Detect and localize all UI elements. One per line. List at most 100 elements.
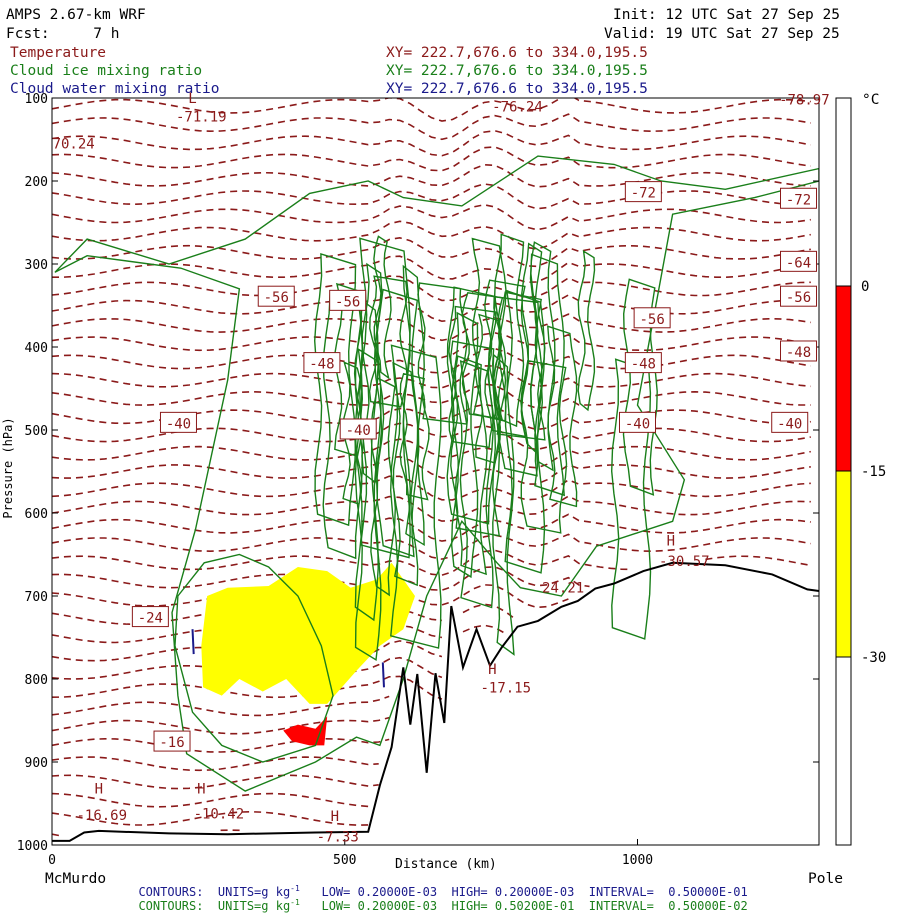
extremum-value-label: -10.42 — [194, 806, 245, 822]
temp-label: -40 — [346, 423, 371, 439]
y-tick-label: 500 — [25, 424, 48, 439]
x-axis-right-label: Pole — [808, 871, 843, 887]
temp-label: -72 — [631, 186, 656, 202]
extremum-value-label: -78.97 — [779, 93, 830, 109]
extremum-value-label: -30.57 — [659, 554, 710, 570]
extremum-value-label: -16.69 — [76, 808, 127, 824]
contours-water-rest: LOW= 0.20000E-03 HIGH= 0.20000E-03 INTER… — [299, 885, 748, 899]
temp-label-box — [780, 285, 818, 307]
contours-ice-units: CONTOURS: UNITS=g kg — [138, 899, 291, 913]
isotherm-line — [52, 146, 811, 172]
valid-time: Valid: 19 UTC Sat 27 Sep 25 — [604, 26, 840, 42]
ice-contour — [459, 360, 494, 609]
y-tick-label: 100 — [25, 92, 48, 107]
ice-contour — [454, 355, 488, 576]
isotherm-line — [52, 475, 811, 501]
ice-contour — [370, 377, 397, 597]
colorbar: 0 -15 -30 — [835, 97, 886, 846]
ice-contour — [373, 235, 392, 380]
ice-contour — [520, 242, 543, 454]
x-axis-title: Distance (km) — [395, 857, 497, 872]
temp-label-box — [257, 285, 295, 307]
isotherm-line — [52, 675, 443, 700]
contour-labels: -56 -56 -48 -40 -40 -24 -16 -72 -72 -64 -56 -56 -48 -… — [53, 91, 830, 846]
legend-temperature: Temperature — [10, 45, 107, 61]
x-tick-label: 0 — [48, 853, 56, 868]
ice-contour — [577, 249, 596, 412]
isotherm-line — [52, 810, 369, 826]
temp-label-box — [618, 411, 656, 433]
isotherm-line — [52, 455, 811, 485]
extremum-marker: H — [95, 782, 103, 798]
isotherm-line — [52, 203, 811, 231]
ice-contour — [547, 325, 578, 508]
init-time: Init: 12 UTC Sat 27 Sep 25 — [613, 7, 840, 23]
temp-label-box — [303, 352, 341, 374]
isotherm-line — [52, 549, 811, 577]
temp-label: -56 — [639, 312, 664, 328]
extremum-value-label: -17.15 — [480, 680, 531, 696]
ice-contour — [402, 264, 425, 547]
ice-contour — [449, 340, 501, 537]
isotherm-line — [52, 163, 811, 188]
isotherm-line — [52, 294, 811, 323]
temp-label-box — [780, 340, 818, 362]
y-tick-label: 1000 — [17, 839, 48, 854]
contours-water-units: CONTOURS: UNITS=g kg — [138, 885, 291, 899]
isotherm-line — [52, 383, 811, 409]
ice-contour — [313, 252, 357, 527]
ice-contour — [342, 361, 363, 506]
temp-label-box — [329, 289, 367, 311]
cloud-water-contours — [191, 629, 385, 688]
temp-label: -56 — [335, 294, 360, 310]
colorbar-unit: °C — [862, 92, 880, 108]
temp-label: -72 — [786, 192, 811, 208]
contours-water-exp: -1 — [290, 884, 300, 893]
y-tick-label: 400 — [25, 341, 48, 356]
extremum-marker: H — [331, 809, 339, 825]
y-axis-title: Pressure (hPa) — [1, 417, 15, 519]
isotherm-line — [52, 513, 811, 542]
temp-label-box — [633, 307, 671, 329]
extremum-value-label: -7.33 — [317, 830, 359, 846]
isotherm-line — [52, 583, 569, 609]
extremum-value-label: -76.24 — [492, 99, 543, 115]
isotherm-line — [52, 756, 379, 772]
isotherm-line — [52, 98, 811, 122]
ice-contour — [610, 358, 652, 640]
contours-ice-exp: -1 — [290, 898, 300, 907]
colorbar-yellow — [835, 470, 852, 658]
temp-label: -64 — [786, 255, 811, 271]
extremum-value-label: 70.24 — [53, 137, 95, 153]
contours-ice-info: CONTOURS: UNITS=g kg-1 LOW= 0.20000E-03 … — [124, 883, 747, 913]
legend-cloud-ice-xy: XY= 222.7,676.6 to 334.0,195.5 — [386, 63, 648, 79]
temp-label-box — [339, 418, 377, 440]
ice-contour-outer — [54, 155, 819, 792]
isotherm-line — [52, 365, 811, 389]
ice-contour — [450, 311, 479, 579]
terrain-profile — [52, 561, 820, 842]
water-contour — [191, 629, 195, 655]
isotherm-line — [52, 255, 811, 284]
isotherm-line — [52, 129, 811, 157]
temp-label: -40 — [625, 416, 650, 432]
x-axis-left-label: McMurdo — [45, 871, 107, 887]
contours-water-info: CONTOURS: UNITS=g kg-1 LOW= 0.20000E-03 … — [124, 869, 748, 899]
y-tick-label: 800 — [25, 673, 48, 688]
legend-cloud-ice: Cloud ice mixing ratio — [10, 63, 203, 79]
colorbar-tick-label: -30 — [861, 650, 886, 666]
isotherm-line — [52, 422, 811, 451]
isotherm-line — [52, 313, 811, 342]
ice-contour — [354, 347, 382, 661]
legend-cloud-water: Cloud water mixing ratio — [10, 81, 220, 97]
ice-contour — [461, 292, 507, 420]
ice-contour — [322, 291, 363, 560]
x-tick-label: 1000 — [622, 853, 653, 868]
y-tick-label: 600 — [25, 507, 48, 522]
isotherm-line — [52, 236, 811, 268]
extremum-value-label: 24.21 — [542, 581, 584, 597]
y-tick-label: 700 — [25, 590, 48, 605]
ice-contour — [446, 286, 497, 525]
